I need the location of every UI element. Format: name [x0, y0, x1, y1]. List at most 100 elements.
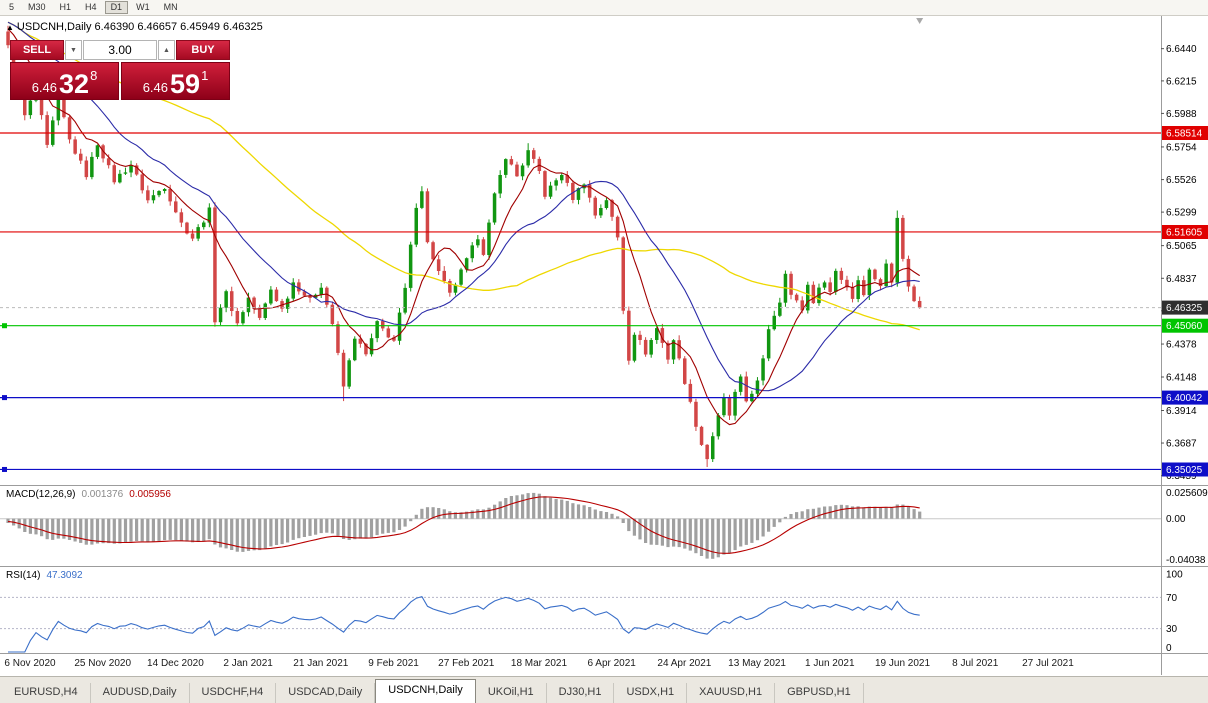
price-level-badge: 6.35025: [1162, 462, 1208, 477]
timeframe-button-w1[interactable]: W1: [130, 1, 156, 14]
svg-text:6.40042: 6.40042: [1166, 393, 1203, 404]
one-click-collapse-icon[interactable]: ▲: [6, 23, 14, 32]
level-line-handle[interactable]: [2, 323, 7, 329]
chart-tab-eurusd[interactable]: EURUSD,H4: [2, 683, 91, 703]
buy-button[interactable]: BUY: [176, 40, 230, 60]
time-axis-label: 6 Nov 2020: [4, 658, 56, 669]
rsi-pane: [0, 595, 1161, 653]
time-axis-label: 2 Jan 2021: [223, 658, 273, 669]
time-axis-label: 1 Jun 2021: [805, 658, 855, 669]
time-axis-label: 21 Jan 2021: [293, 658, 349, 669]
svg-text:-0.04038: -0.04038: [1166, 555, 1206, 566]
one-click-trading-panel: SELL ▼ 3.00 ▲ BUY 6.46 32 8 6.46 59 1: [10, 40, 230, 100]
time-axis-label: 8 Jul 2021: [952, 658, 999, 669]
sell-price-button[interactable]: 6.46 32 8: [10, 62, 119, 100]
svg-text:6.5526: 6.5526: [1166, 175, 1197, 186]
rsi-indicator-label: RSI(14) 47.3092: [6, 570, 83, 581]
time-axis-label: 18 Mar 2021: [510, 658, 568, 669]
time-axis-label: 13 May 2021: [728, 658, 787, 669]
timeframe-button-h1[interactable]: H1: [54, 1, 78, 14]
ma-fast-line: [7, 28, 920, 426]
svg-text:6.4837: 6.4837: [1166, 274, 1197, 285]
chart-tab-xauusd[interactable]: XAUUSD,H1: [687, 683, 776, 703]
svg-text:70: 70: [1166, 593, 1178, 604]
macd-pane: [0, 492, 1161, 559]
chart-tab-dj30[interactable]: DJ30,H1: [547, 683, 615, 703]
timeframe-button-m30[interactable]: M30: [22, 1, 52, 14]
chart-tab-usdchf[interactable]: USDCHF,H4: [190, 683, 277, 703]
price-axis: 6.6440 6.6215 6.5988 6.5754 6.5526 6.5299 6.50…: [1161, 44, 1208, 654]
time-axis-label: 19 Jun 2021: [874, 658, 931, 669]
timeframe-button-5[interactable]: 5: [3, 1, 20, 14]
svg-text:6.3687: 6.3687: [1166, 439, 1197, 450]
timeframe-button-mn[interactable]: MN: [158, 1, 184, 14]
lot-decrease-button[interactable]: ▼: [65, 40, 82, 60]
macd-axis: 0.025609 0.00 -0.04038: [1166, 488, 1208, 566]
timeframe-toolbar: 5 M30 H1 H4 D1 W1 MN: [0, 0, 1208, 16]
ohlc-text: USDCNH,Daily 6.46390 6.46657 6.45949 6.4…: [16, 21, 263, 33]
rsi-value: 47.3092: [46, 570, 83, 581]
svg-text:100: 100: [1166, 570, 1183, 581]
svg-text:6.6215: 6.6215: [1166, 76, 1197, 87]
time-axis-label: 27 Jul 2021: [1022, 658, 1074, 669]
svg-text:6.45060: 6.45060: [1166, 321, 1203, 332]
svg-text:6.5065: 6.5065: [1166, 241, 1197, 252]
svg-text:6.51605: 6.51605: [1166, 228, 1203, 239]
chart-tab-usdcnh[interactable]: USDCNH,Daily: [375, 679, 476, 703]
candles-layer: [6, 25, 922, 467]
svg-text:0: 0: [1166, 643, 1172, 654]
macd-signal-value: 0.005956: [129, 489, 171, 500]
time-axis-label: 24 Apr 2021: [657, 658, 712, 669]
level-line-handle[interactable]: [2, 395, 7, 401]
main-pane: [0, 21, 1161, 472]
price-level-badge: 6.40042: [1162, 390, 1208, 405]
svg-text:6.35025: 6.35025: [1166, 465, 1203, 476]
svg-text:6.3914: 6.3914: [1166, 406, 1197, 417]
macd-signal-line: [7, 496, 920, 554]
trade-panel-price-row: 6.46 32 8 6.46 59 1: [10, 62, 230, 100]
svg-text:6.3459: 6.3459: [1166, 471, 1197, 482]
price-level-badge: 6.58514: [1162, 126, 1208, 140]
timeframe-button-d1[interactable]: D1: [104, 1, 129, 14]
macd-main-value: 0.001376: [81, 489, 124, 500]
lot-increase-button[interactable]: ▲: [158, 40, 175, 60]
svg-text:6.5988: 6.5988: [1166, 109, 1197, 120]
time-axis-label: 27 Feb 2021: [438, 658, 495, 669]
lot-size-input[interactable]: 3.00: [83, 40, 157, 60]
svg-text:0.00: 0.00: [1166, 514, 1186, 525]
svg-text:6.4378: 6.4378: [1166, 340, 1197, 351]
chart-tab-audusd[interactable]: AUDUSD,Daily: [91, 683, 190, 703]
chart-tab-usdx[interactable]: USDX,H1: [614, 683, 688, 703]
svg-text:6.46325: 6.46325: [1166, 303, 1203, 314]
chart-ohlc-title: ▲ USDCNH,Daily 6.46390 6.46657 6.45949 6.…: [6, 21, 263, 33]
svg-text:6.4148: 6.4148: [1166, 373, 1197, 384]
macd-name: MACD(12,26,9): [6, 489, 76, 500]
sell-price-prefix: 6.46: [31, 79, 58, 95]
time-axis: 6 Nov 2020 25 Nov 2020 14 Dec 2020 2 Jan 20…: [0, 654, 1161, 675]
svg-text:0.025609: 0.025609: [1166, 488, 1208, 499]
sell-button[interactable]: SELL: [10, 40, 64, 60]
svg-text:6.5754: 6.5754: [1166, 142, 1197, 153]
svg-text:6.5299: 6.5299: [1166, 208, 1197, 219]
rsi-name: RSI(14): [6, 570, 41, 581]
buy-price-pipette: 1: [201, 68, 209, 83]
time-axis-label: 9 Feb 2021: [368, 658, 419, 669]
chart-tab-ukoil[interactable]: UKOil,H1: [476, 683, 547, 703]
price-level-badge: 6.51605: [1162, 225, 1208, 239]
time-axis-label: 25 Nov 2020: [74, 658, 132, 669]
timeframe-button-h4[interactable]: H4: [79, 1, 103, 14]
sell-price-main: 32: [59, 68, 90, 99]
buy-price-main: 59: [170, 68, 201, 99]
time-axis-label: 6 Apr 2021: [587, 658, 636, 669]
buy-price-prefix: 6.46: [142, 79, 169, 95]
level-line-handle[interactable]: [2, 466, 7, 472]
time-axis-label: 14 Dec 2020: [147, 658, 204, 669]
pane-separators[interactable]: [0, 16, 1208, 675]
svg-text:6.6440: 6.6440: [1166, 44, 1197, 55]
rsi-line: [8, 595, 920, 653]
chart-shift-marker[interactable]: [916, 18, 924, 24]
chart-tab-usdcad[interactable]: USDCAD,Daily: [276, 683, 376, 703]
chart-tab-gbpusd[interactable]: GBPUSD,H1: [775, 683, 864, 703]
buy-price-button[interactable]: 6.46 59 1: [121, 62, 230, 100]
